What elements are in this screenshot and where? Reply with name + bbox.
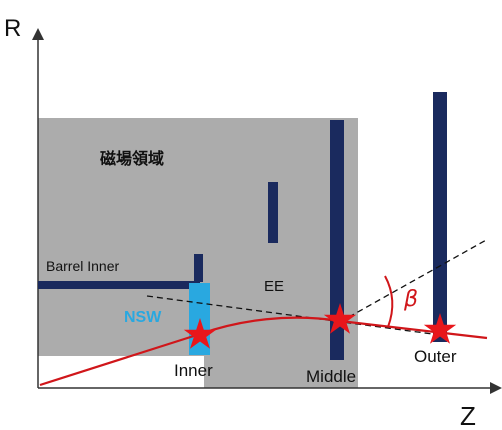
middle-chamber <box>330 120 344 360</box>
ee-chamber <box>268 182 278 243</box>
ee-label: EE <box>264 278 284 295</box>
z-axis-label: Z <box>460 401 476 430</box>
barrel-inner-label: Barrel Inner <box>46 258 119 274</box>
barrel-inner-chamber <box>38 281 200 289</box>
outer-hit-star <box>423 313 457 344</box>
inner-label: Inner <box>174 361 213 380</box>
middle-track-tangent-line <box>339 238 489 323</box>
beta-angle-arc <box>384 275 394 328</box>
beta-angle-label: β <box>403 287 418 312</box>
nsw-top-chamber <box>194 254 203 282</box>
outer-chamber <box>433 92 447 342</box>
middle-label: Middle <box>306 367 356 386</box>
middle-hit-star <box>323 303 357 334</box>
outer-label: Outer <box>414 347 457 366</box>
magnetic-field-region-label: 磁場領域 <box>100 149 164 168</box>
nsw-label: NSW <box>124 309 162 326</box>
r-axis-label: R <box>4 15 21 42</box>
inner-hit-star <box>183 318 217 349</box>
